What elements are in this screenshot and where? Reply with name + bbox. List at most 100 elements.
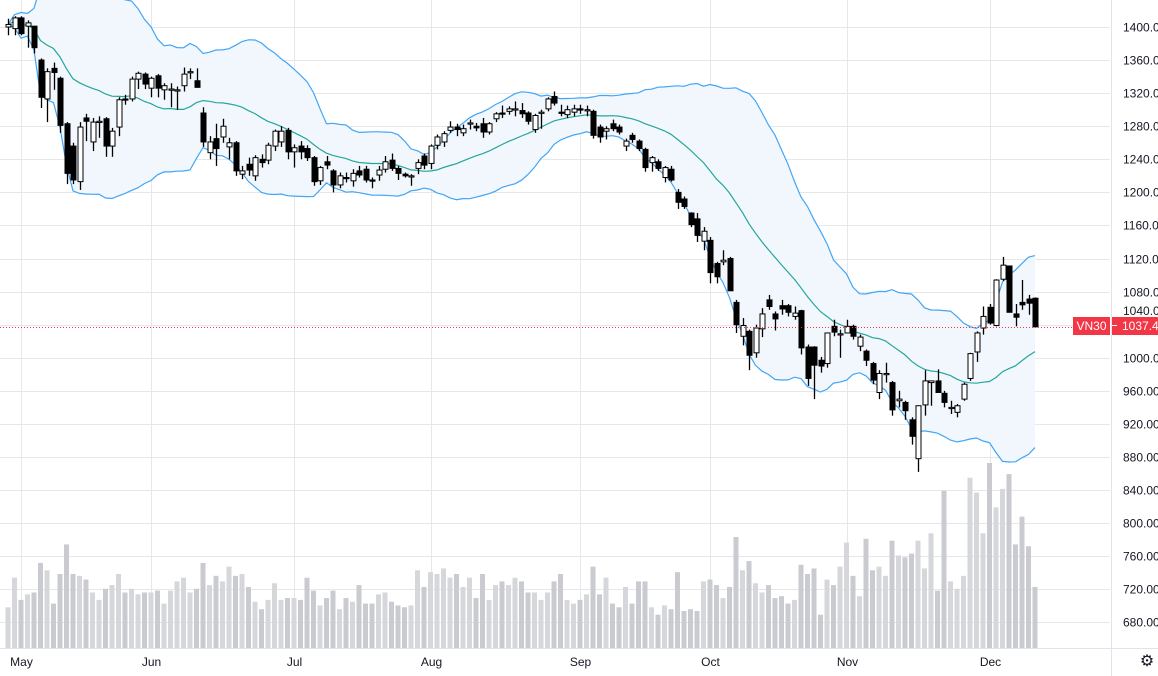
y-tick-label: 840.00 [1123,484,1158,498]
y-tick-label: 1160.0 [1123,219,1158,233]
volume-bar [259,609,264,648]
volume-bar [246,586,251,648]
candle-body [265,144,272,161]
candle-body [434,136,441,146]
candle [909,417,916,445]
volume-bar [376,594,381,648]
candle [350,169,357,187]
volume-bar [532,592,537,648]
volume-bar [863,538,869,648]
candle [382,156,389,173]
y-tick-label: 1280.0 [1123,120,1158,134]
volume-bar [688,609,693,648]
volume-bar [558,574,563,648]
candle-body [402,173,409,177]
candle-body [77,126,84,183]
candle-body [564,109,571,116]
volume-bar [213,575,219,648]
time-axis[interactable]: May Jun Jul Aug Sep Oct Nov Dec [10,655,1001,669]
candle-body [993,279,1000,327]
candle-body [337,175,344,186]
candle [64,122,71,185]
candle [103,117,110,157]
candle-body [519,110,526,115]
candle-body [616,126,623,133]
candle-body [694,218,701,236]
candle-body [1019,301,1026,306]
candle-body [798,310,805,349]
volume-bar [603,577,609,648]
candle [779,299,786,315]
x-tick-label: Jul [287,655,302,669]
candle [720,250,727,266]
volume-bar [831,585,836,648]
candle-body [467,122,474,125]
volume-bar [642,581,648,648]
last-price-label: 1037.4 [1112,317,1158,335]
volume-bar [402,607,407,648]
volume-bar [187,592,193,648]
candle-body [298,145,305,153]
candle-body [733,301,740,326]
candle [1006,265,1013,313]
candle-body [506,108,513,112]
candle-body [525,112,532,122]
candle-body [597,126,604,138]
candle [473,122,480,132]
candle-body [902,401,909,412]
volume-bar [473,598,479,648]
candle-body [181,73,188,87]
candle [519,103,526,118]
candle-body [987,306,994,324]
price-axis[interactable]: 1400.0 1360.0 1320.0 1280.0 1240.0 1200.0 1160… [1123,21,1158,630]
volume-bar [961,575,966,648]
volume-bar [506,585,511,648]
volume-bar [1006,474,1012,648]
candle [168,83,175,108]
volume-bar [311,590,316,648]
candle [649,156,656,172]
lower-band-line [7,23,1036,463]
candle-body [941,392,948,403]
candle [421,153,428,170]
volume-bar [304,577,310,648]
candle-body [590,110,597,136]
candle [564,105,571,118]
candle-body [935,380,942,394]
candle-body [532,114,539,131]
volume-bar [805,574,810,648]
candle [129,76,136,102]
candle-body [408,175,415,178]
volume-bar [564,599,570,648]
candle-body [603,128,610,132]
candle [532,113,539,133]
volume-bar [369,603,375,648]
candle [805,344,812,386]
y-tick-label: 1360.0 [1123,54,1158,68]
x-tick-label: Sep [570,655,592,669]
volume-bar [701,581,706,648]
volume-bar [889,540,895,648]
candle [5,18,12,36]
gear-icon[interactable]: ⚙ [1139,653,1155,670]
candle-body [1032,297,1039,328]
candle-body [18,17,25,35]
candle [220,118,227,143]
candle-body [122,98,129,101]
candle-body [688,212,695,226]
candle-body [844,325,851,334]
candle-body [512,108,519,111]
upper-band-line [7,0,1036,329]
candle [480,117,487,138]
candle-body [707,239,714,274]
candle [1026,294,1033,315]
volume-bar [941,490,947,648]
candle-body [96,120,103,123]
volume-bar [753,583,758,648]
volume-bar [681,611,687,648]
volume-bar [616,607,622,648]
candle [792,306,799,320]
candle [571,104,578,117]
candle-body [480,123,487,133]
